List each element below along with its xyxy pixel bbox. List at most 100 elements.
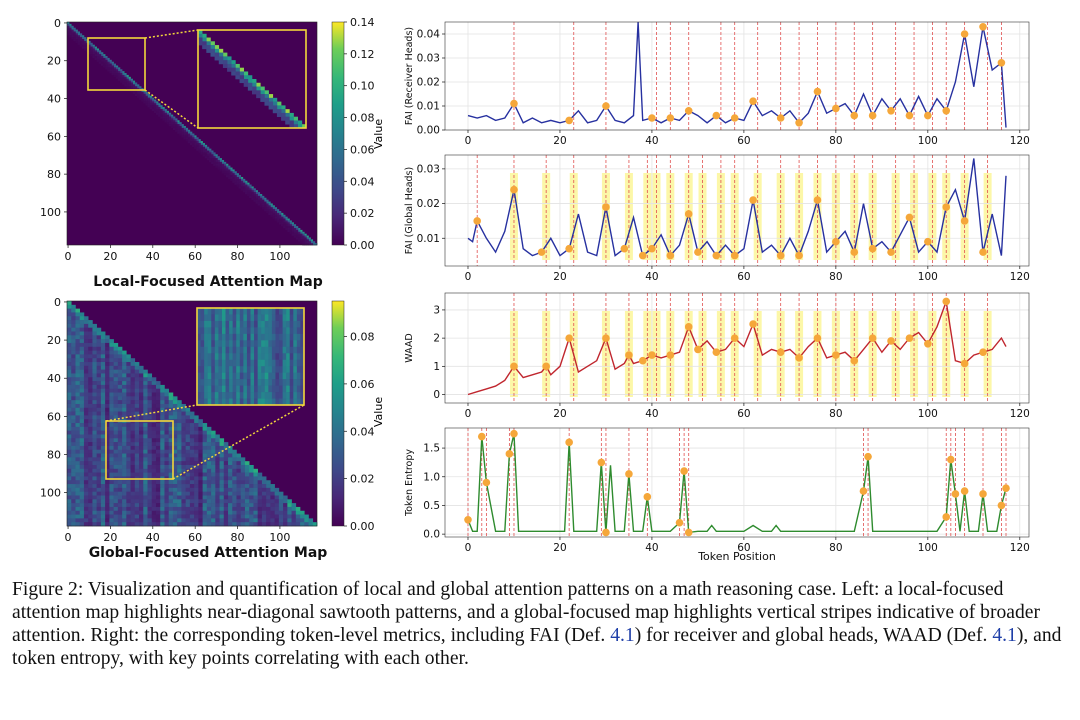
x-tick-label: 40	[645, 542, 658, 554]
y-tick-label: 1.5	[423, 443, 440, 455]
key-point-marker	[942, 513, 951, 521]
local-colorbar-tick: 0.00	[350, 239, 375, 252]
key-point-marker	[565, 116, 573, 125]
local-colorbar-tick: 0.14	[350, 16, 375, 29]
caption-lead: Figure 2: Visualization and quantificati…	[12, 579, 1040, 646]
key-point-marker	[868, 244, 877, 253]
local-x-tick-label: 80	[231, 250, 245, 263]
caption-ref-def-4-1-second[interactable]: 4.1	[992, 625, 1017, 646]
global-zoom-inset	[105, 307, 305, 480]
global-colorbar	[331, 300, 345, 527]
global-x-tick-label: 0	[65, 531, 72, 544]
key-point-marker	[684, 323, 693, 331]
key-point-marker	[832, 237, 840, 246]
y-tick-label: 0.01	[417, 233, 440, 245]
x-tick-label: 40	[645, 271, 658, 283]
y-tick-label: 0.00	[417, 125, 440, 137]
key-point-marker	[684, 107, 693, 115]
y-tick-label: 0	[433, 389, 440, 401]
key-point-marker	[648, 114, 656, 122]
y-tick-label: 1	[433, 361, 440, 373]
global-colorbar-tick: 0.04	[350, 425, 375, 438]
y-tick-label: 0.03	[417, 53, 440, 65]
x-tick-label: 80	[829, 408, 842, 420]
key-point-marker	[510, 99, 518, 108]
global-x-tick-label: 20	[103, 531, 117, 544]
key-point-marker	[951, 490, 960, 498]
x-tick-label: 60	[737, 542, 750, 554]
key-point-marker	[942, 203, 951, 211]
global-y-tick-label: 20	[47, 334, 61, 347]
x-tick-label: 60	[737, 135, 750, 147]
key-point-marker	[625, 470, 633, 478]
local-x-tick-label: 0	[65, 250, 72, 263]
key-point-marker	[505, 450, 514, 458]
key-point-marker	[960, 217, 969, 225]
key-point-marker	[648, 244, 656, 253]
key-point-marker	[795, 119, 803, 127]
key-point-marker	[602, 102, 610, 110]
local-colorbar	[331, 21, 345, 246]
y-tick-label: 2	[433, 333, 440, 345]
key-point-marker	[694, 248, 702, 256]
global-x-tick-label: 40	[146, 531, 160, 544]
key-point-marker	[537, 248, 546, 256]
panel-ylabel: FAI (Global Heads)	[404, 167, 415, 254]
key-point-marker	[712, 111, 721, 120]
key-point-marker	[749, 97, 757, 105]
local-y-tick-label: 80	[47, 168, 61, 181]
local-attention-map: 0 20 40 60 80 100 0 20 40 60 80 100 0.14 0.12 0.10 0.…	[40, 16, 385, 290]
key-point-marker	[675, 518, 684, 527]
local-colorbar-tick: 0.08	[350, 112, 375, 125]
key-point-marker	[887, 107, 895, 115]
caption-ref-def-4-1[interactable]: 4.1	[610, 625, 635, 646]
key-point-marker	[542, 362, 550, 371]
x-tick-label: 0	[465, 135, 472, 147]
y-tick-label: 0.01	[417, 101, 440, 113]
key-point-marker	[997, 59, 1006, 67]
key-point-marker	[795, 251, 803, 260]
key-point-marker	[942, 107, 951, 115]
global-colorbar-tick: 0.06	[350, 378, 375, 391]
key-point-marker	[638, 251, 647, 260]
local-y-tick-label: 60	[47, 130, 61, 143]
y-tick-label: 0.0	[423, 529, 440, 541]
key-point-marker	[666, 351, 675, 359]
key-point-marker	[979, 348, 987, 357]
local-y-tick-label: 100	[40, 206, 61, 219]
global-y-tick-label: 60	[47, 410, 61, 423]
key-point-marker	[602, 203, 610, 211]
local-x-tick-label: 60	[188, 250, 202, 263]
key-point-marker	[887, 337, 895, 345]
key-point-marker	[924, 237, 932, 246]
x-tick-label: 120	[1010, 135, 1030, 147]
key-point-marker	[684, 210, 693, 218]
key-point-marker	[776, 114, 785, 122]
key-point-marker	[887, 248, 895, 256]
local-zoom-inset	[87, 29, 307, 129]
local-x-tick-label: 40	[146, 250, 160, 263]
global-y-tick-label: 80	[47, 448, 61, 461]
figure-caption: Figure 2: Visualization and quantificati…	[12, 578, 1070, 670]
local-y-tick-label: 40	[47, 93, 61, 106]
key-point-marker	[666, 251, 675, 260]
x-tick-label: 80	[829, 135, 842, 147]
x-tick-label: 40	[645, 408, 658, 420]
key-point-marker	[905, 334, 914, 342]
x-tick-label: 80	[829, 542, 842, 554]
y-tick-label: 3	[433, 304, 440, 316]
key-point-marker	[730, 334, 739, 342]
global-map-title: Global-Focused Attention Map	[89, 545, 328, 561]
local-x-tick-label: 100	[269, 250, 290, 263]
panel-ylabel: FAI (Receiver Heads)	[404, 27, 415, 125]
x-tick-label: 40	[645, 135, 658, 147]
key-point-marker	[730, 251, 739, 260]
key-point-marker	[850, 248, 859, 256]
key-point-marker	[602, 334, 610, 342]
local-map-title: Local-Focused Attention Map	[93, 274, 323, 290]
x-tick-label: 120	[1010, 408, 1030, 420]
panel-plot-area	[445, 22, 1029, 130]
key-point-marker	[730, 114, 739, 122]
key-point-marker	[565, 334, 573, 342]
caption-mid: ) for receiver and global heads, WAAD (D…	[634, 625, 993, 646]
